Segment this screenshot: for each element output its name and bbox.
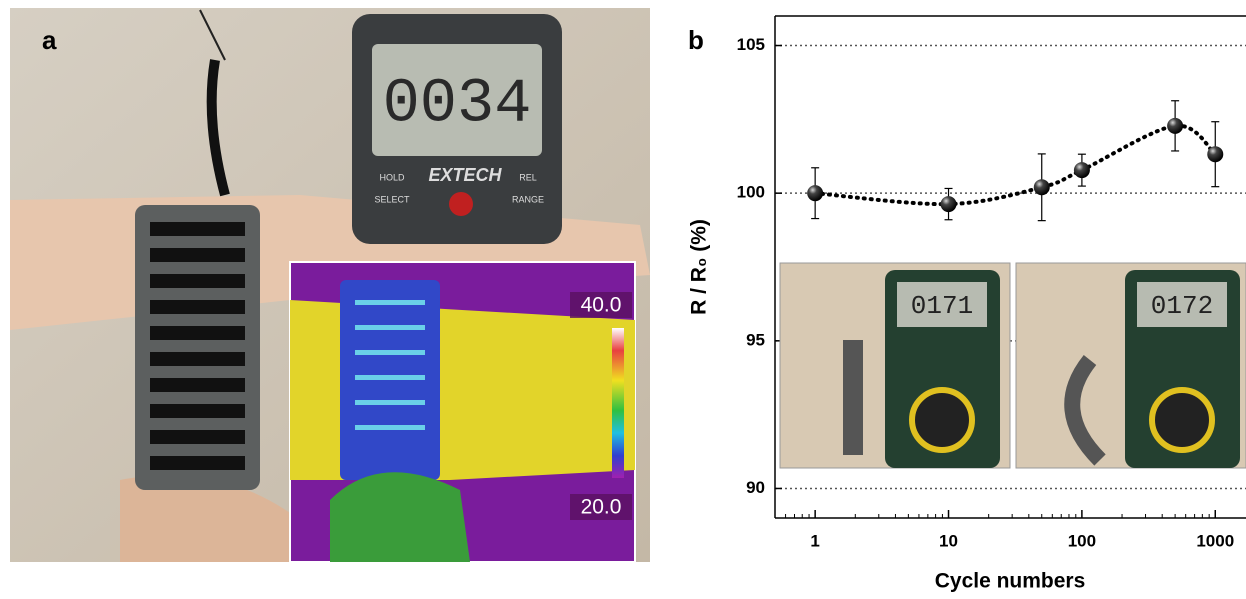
x-tick-label: 100 [1068,531,1096,550]
panel-label: b [688,25,704,55]
meter-button [449,192,473,216]
meter-display: 0034 [383,68,532,139]
meter-brand: EXTECH [428,165,502,185]
data-point [1167,117,1184,134]
thermal-inset: 40.0 20.0 [289,261,636,563]
inset-display: 0172 [1151,291,1213,321]
x-tick-label: 10 [939,531,958,550]
hand [120,475,300,562]
data-point [807,185,824,202]
data-point [940,196,957,213]
y-tick-label: 105 [737,35,765,54]
y-tick-label: 90 [746,478,765,497]
thermal-max: 40.0 [581,294,622,317]
thermal-min: 20.0 [581,496,622,519]
button-label: SELECT [374,194,410,204]
button-label: HOLD [379,172,405,182]
data-point [1073,162,1090,179]
x-tick-label: 1000 [1196,531,1234,550]
x-tick-label: 1 [810,531,819,550]
data-point [1207,146,1224,163]
wire [199,9,226,61]
bracelet [135,205,260,490]
button-label: REL [519,172,537,182]
bracelet-bars [150,222,245,470]
trend-line [813,123,1218,207]
y-tick-label: 95 [746,330,765,349]
x-axis-label: Cycle numbers [935,570,1086,593]
y-tick-label: 100 [737,183,765,202]
inset-display: 0171 [911,291,973,321]
y-axis-label: R / R₀ (%) [688,219,711,315]
photo-a: 0034 EXTECH HOLD SELECT REL RANGE a 40.0… [10,8,650,563]
data-point [1033,179,1050,196]
inset-photo: 0172 [1015,262,1246,469]
inset-photo: 0171 [779,262,1011,469]
clip [206,59,230,197]
panel-label: a [42,25,57,55]
button-label: RANGE [512,194,544,204]
meter-screen [372,44,542,156]
